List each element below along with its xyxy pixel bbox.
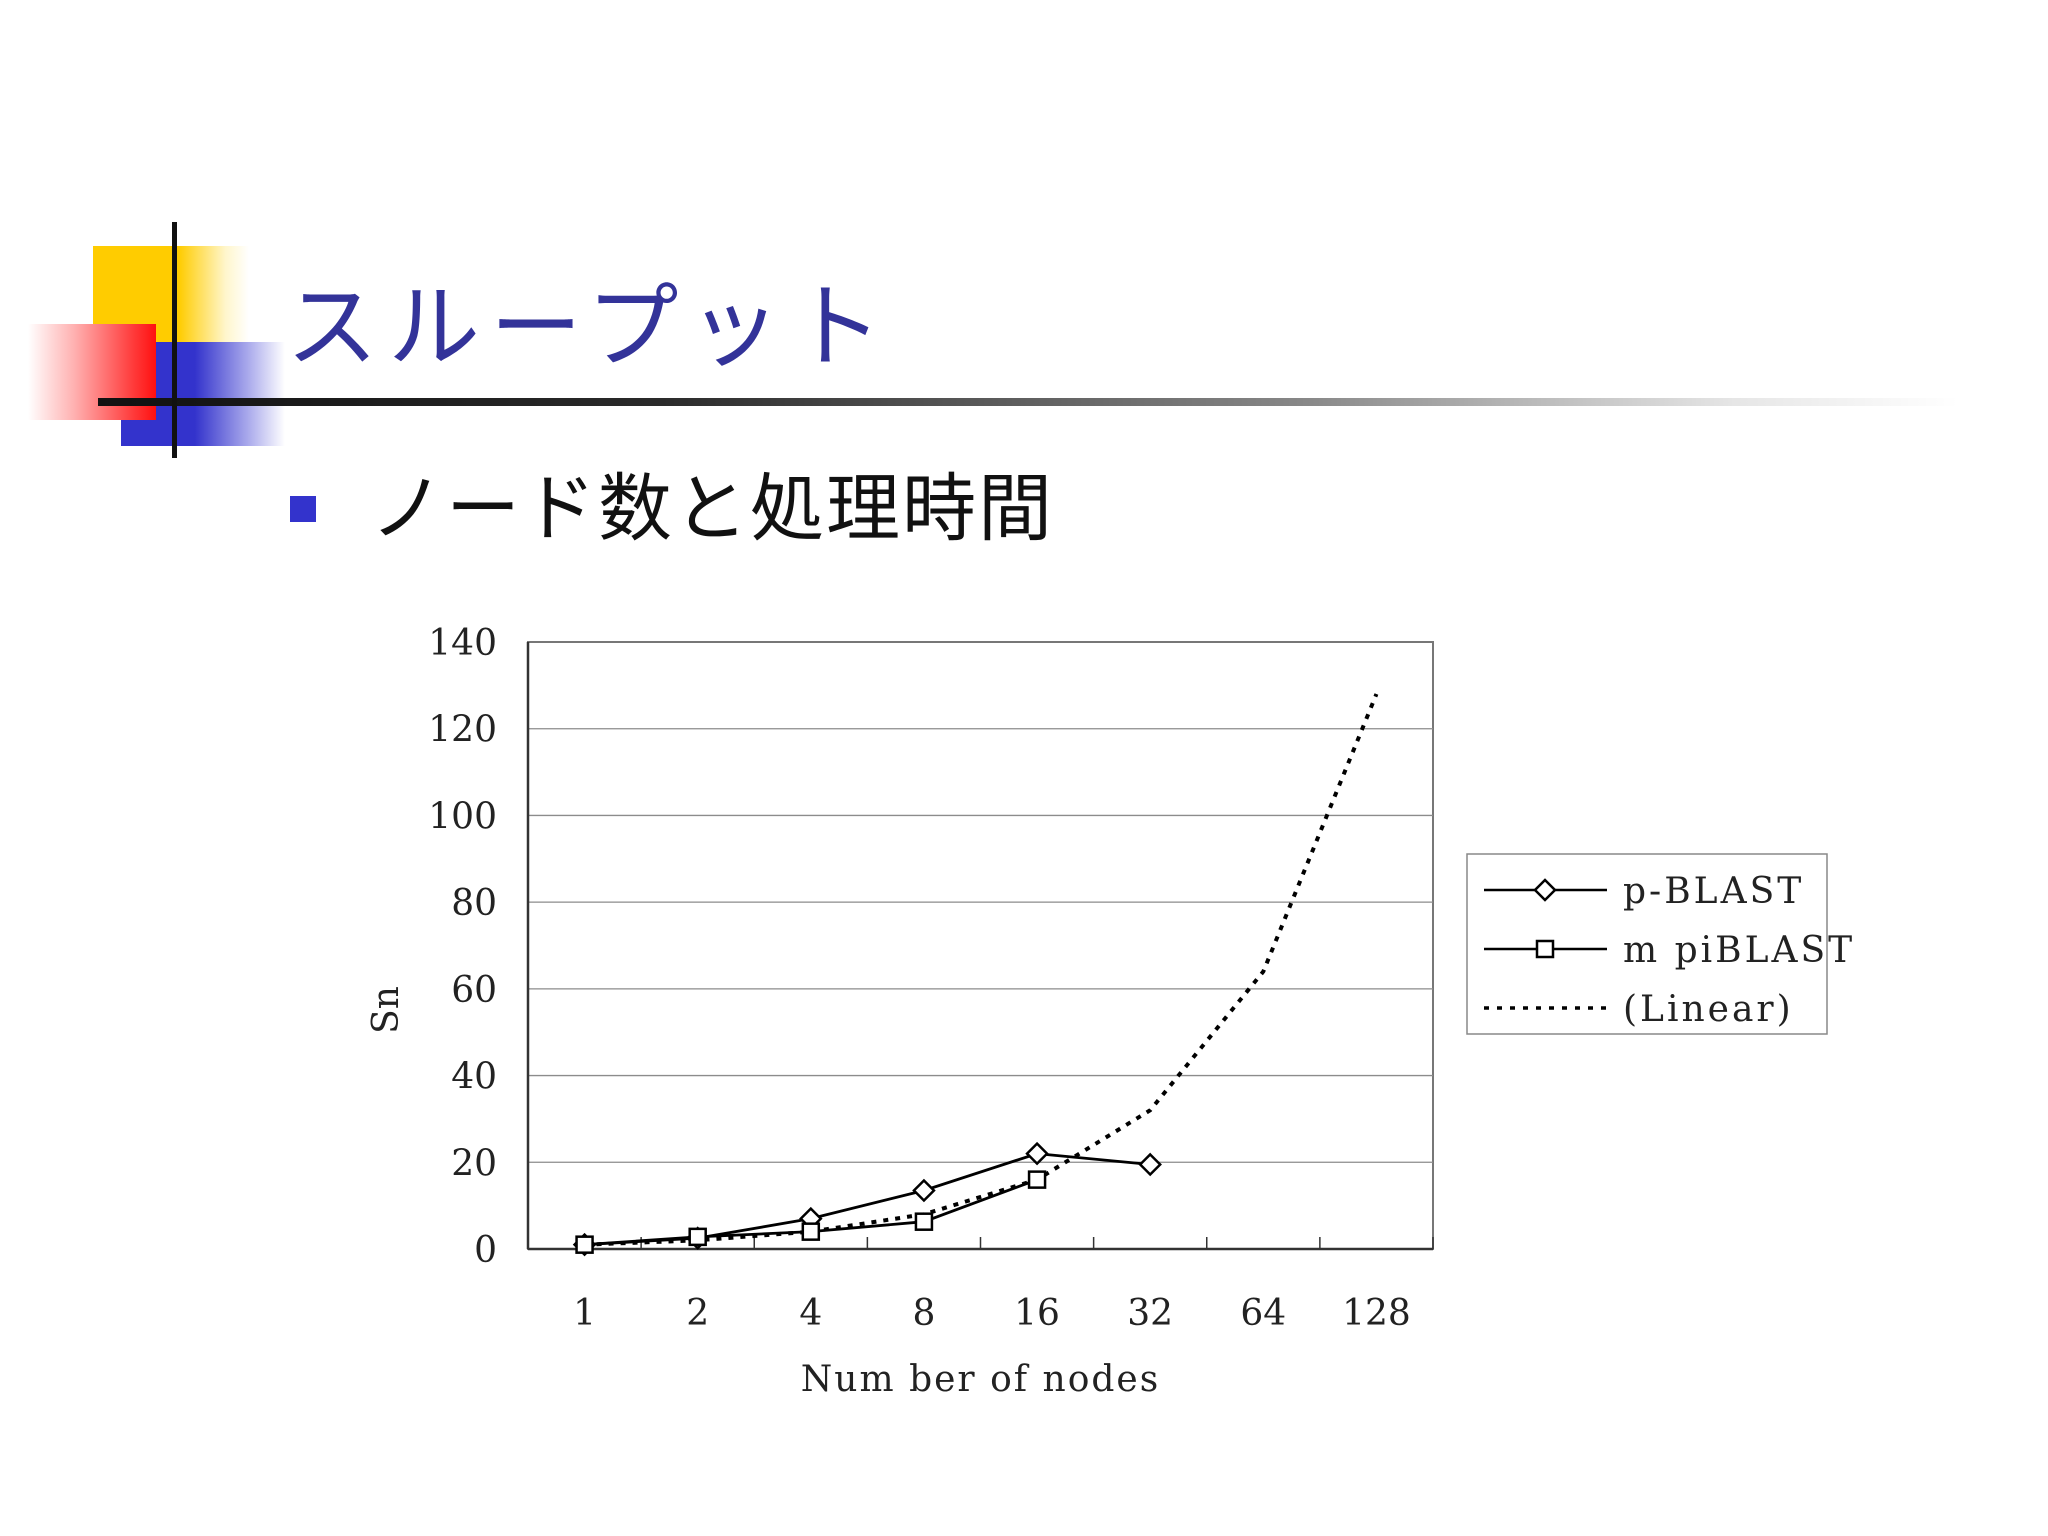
legend-label-linear: (Linear) — [1623, 989, 1794, 1030]
y-tick-label: 0 — [474, 1230, 497, 1271]
x-tick-label: 2 — [686, 1293, 709, 1334]
y-tick-label: 80 — [451, 883, 497, 924]
y-tick-label: 100 — [428, 796, 497, 837]
x-tick-label: 1 — [573, 1293, 596, 1334]
data-point-m-piblast — [914, 1212, 934, 1231]
data-point-p-blast — [912, 1178, 936, 1203]
x-tick-label: 64 — [1240, 1293, 1286, 1334]
bullet-marker — [290, 496, 316, 522]
x-tick-label: 16 — [1014, 1293, 1060, 1334]
x-axis-title: Num ber of nodes — [801, 1359, 1160, 1400]
y-tick-label: 60 — [451, 970, 497, 1011]
y-tick-label: 40 — [451, 1057, 497, 1098]
y-tick-label: 140 — [428, 623, 497, 664]
series-line-linear — [584, 693, 1379, 1247]
legend-box — [1466, 853, 1828, 1035]
y-tick-label: 120 — [428, 710, 497, 751]
data-point-m-piblast — [1027, 1170, 1047, 1189]
data-point-p-blast — [1138, 1152, 1162, 1177]
legend-label-m-piblast: m piBLAST — [1623, 930, 1855, 971]
x-tick-label: 128 — [1342, 1293, 1411, 1334]
title-underline — [98, 398, 1958, 406]
slide-title: スループット — [286, 274, 893, 381]
plot-area — [527, 641, 1434, 1250]
bullet-text: ノード数と処理時間 — [370, 466, 1054, 552]
y-axis-title: Sn — [366, 986, 407, 1034]
y-tick-label: 20 — [451, 1143, 497, 1184]
legend-label-p-blast: p-BLAST — [1623, 871, 1804, 912]
data-point-m-piblast — [575, 1235, 594, 1254]
data-point-p-blast — [1025, 1141, 1049, 1166]
x-tick-label: 4 — [799, 1293, 822, 1334]
data-point-m-piblast — [801, 1222, 821, 1241]
x-tick-label: 8 — [912, 1293, 935, 1334]
legend-marker-m-piblast — [1535, 939, 1555, 959]
data-point-m-piblast — [688, 1227, 707, 1247]
x-tick-label: 32 — [1127, 1293, 1173, 1334]
legend-marker-p-blast — [1533, 878, 1557, 902]
decor-vertical-line — [172, 222, 177, 458]
